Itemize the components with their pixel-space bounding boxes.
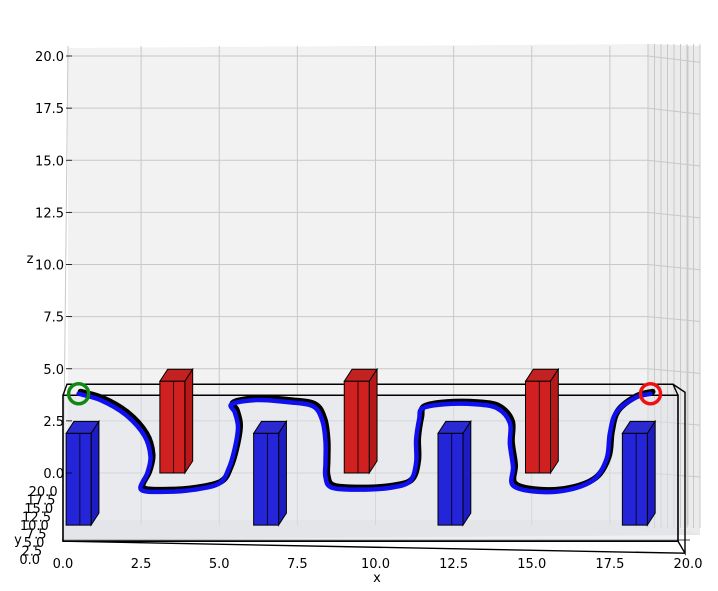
red-obstacle-2 (343, 380, 370, 474)
corridor-bottom (62, 540, 686, 554)
corridor-right (672, 383, 686, 556)
trajectory-line (76, 391, 653, 495)
y-tick-label: 12.5 (22, 511, 51, 526)
trajectory (76, 388, 656, 495)
red-obstacle-2-side (368, 367, 378, 475)
grid-lines (62, 44, 701, 541)
blue-obstacle-1-side (90, 419, 100, 527)
z-tick-label: 20.0 (35, 50, 64, 65)
blue-obstacle-1 (65, 432, 92, 526)
x-tick-label: 7.5 (287, 557, 308, 572)
x-tick-label: 10.0 (361, 557, 390, 572)
z-tick-label: 7.5 (43, 311, 64, 326)
y-tick-label: 0.0 (19, 553, 40, 568)
y-tick-label: 15.0 (24, 502, 53, 517)
z-axis-label: z (27, 252, 34, 267)
red-obstacle-1-side (184, 367, 194, 475)
x-axis-label: x (373, 571, 381, 586)
y-tick-label: 5.0 (24, 536, 45, 551)
y-tick-label: 20.0 (29, 485, 58, 500)
z-tick-label: 2.5 (43, 415, 64, 430)
x-tick-label: 2.5 (131, 557, 152, 572)
tick-labels: 0.0 2.5 5.0 7.5 10.0 12.5 15.0 17.5 20.00.02.55.… (19, 50, 702, 572)
obstacles (65, 367, 657, 527)
blue-obstacle-4 (621, 432, 648, 526)
start-marker (66, 382, 91, 406)
y-tick-label: 2.5 (22, 545, 43, 560)
x-tick-label: 20.0 (674, 557, 703, 572)
z-tick-label: 10.0 (35, 259, 64, 274)
red-obstacle-1 (159, 380, 186, 474)
x-tick-label: 5.0 (209, 557, 230, 572)
z-tick-label: 5.0 (43, 363, 64, 378)
y-tick-label: 10.0 (20, 519, 49, 534)
y-axis-label: y (14, 533, 22, 548)
y-tick-label: 17.5 (26, 494, 55, 509)
blue-obstacle-2-side (278, 419, 287, 527)
z-tick-label: 12.5 (35, 206, 64, 221)
z-tick-label: 0.0 (43, 467, 64, 482)
markers (66, 382, 663, 406)
x-tick-label: 12.5 (439, 557, 468, 572)
z-tick-label: 15.0 (35, 154, 64, 169)
x-tick-label: 17.5 (595, 557, 624, 572)
red-obstacle-3 (525, 380, 551, 474)
x-tick-label: 15.0 (517, 557, 546, 572)
blue-obstacle-4-side (646, 419, 656, 527)
red-obstacle-3-side (550, 367, 559, 475)
blue-obstacle-3 (437, 432, 464, 526)
blue-obstacle-3-side (462, 419, 472, 527)
x-tick-label: 0.0 (53, 557, 74, 572)
goal-marker (638, 382, 663, 406)
z-tick-label: 17.5 (35, 102, 64, 117)
blue-obstacle-2 (253, 432, 280, 526)
y-tick-label: 7.5 (26, 528, 47, 543)
